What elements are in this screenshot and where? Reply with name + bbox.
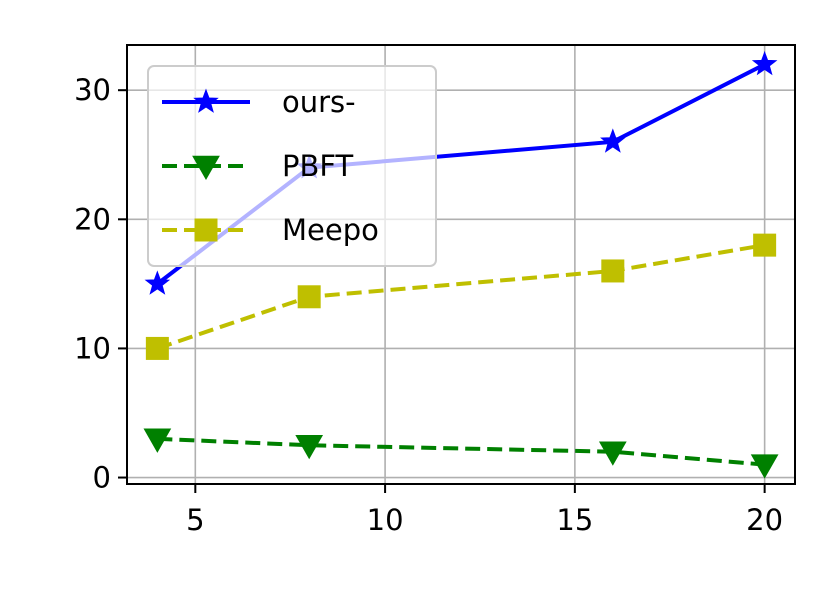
series-0-point xyxy=(751,50,778,76)
legend: ours- PBFT Meepo xyxy=(147,65,437,267)
legend-label-2: Meepo xyxy=(282,213,379,247)
series-line-1 xyxy=(157,436,765,467)
x-tick-label: 15 xyxy=(556,503,593,537)
series-1-point xyxy=(598,441,627,466)
x-tick-label: 20 xyxy=(746,503,783,537)
series-0-point xyxy=(600,128,626,153)
legend-label-0: ours- xyxy=(282,85,356,119)
y-tick-label: 20 xyxy=(74,202,111,236)
y-tick-label: 10 xyxy=(74,331,111,365)
series-2-point xyxy=(297,285,321,309)
legend-marker-2 xyxy=(194,218,218,242)
legend-marker-1 xyxy=(192,155,220,181)
series-2-point xyxy=(601,259,625,283)
series-layer xyxy=(143,50,779,479)
x-tick-label: 5 xyxy=(186,503,204,537)
x-tick-label: 10 xyxy=(367,503,404,537)
legend-label-1: PBFT xyxy=(282,149,354,183)
axes: 5 10 15 20 0 10 20 30 xyxy=(74,44,796,537)
y-tick-label: 30 xyxy=(74,73,111,107)
series-line-2 xyxy=(156,243,765,351)
series-0-point xyxy=(144,270,171,295)
series-2-point xyxy=(753,233,777,257)
legend-box xyxy=(147,65,437,267)
series-1-point xyxy=(143,428,172,453)
series-1-point xyxy=(295,435,324,460)
series-2-point xyxy=(145,336,169,360)
series-1-point xyxy=(750,454,779,479)
plot-frame xyxy=(126,44,796,485)
y-tick-label: 0 xyxy=(93,461,111,495)
legend-marker-0 xyxy=(193,88,219,113)
